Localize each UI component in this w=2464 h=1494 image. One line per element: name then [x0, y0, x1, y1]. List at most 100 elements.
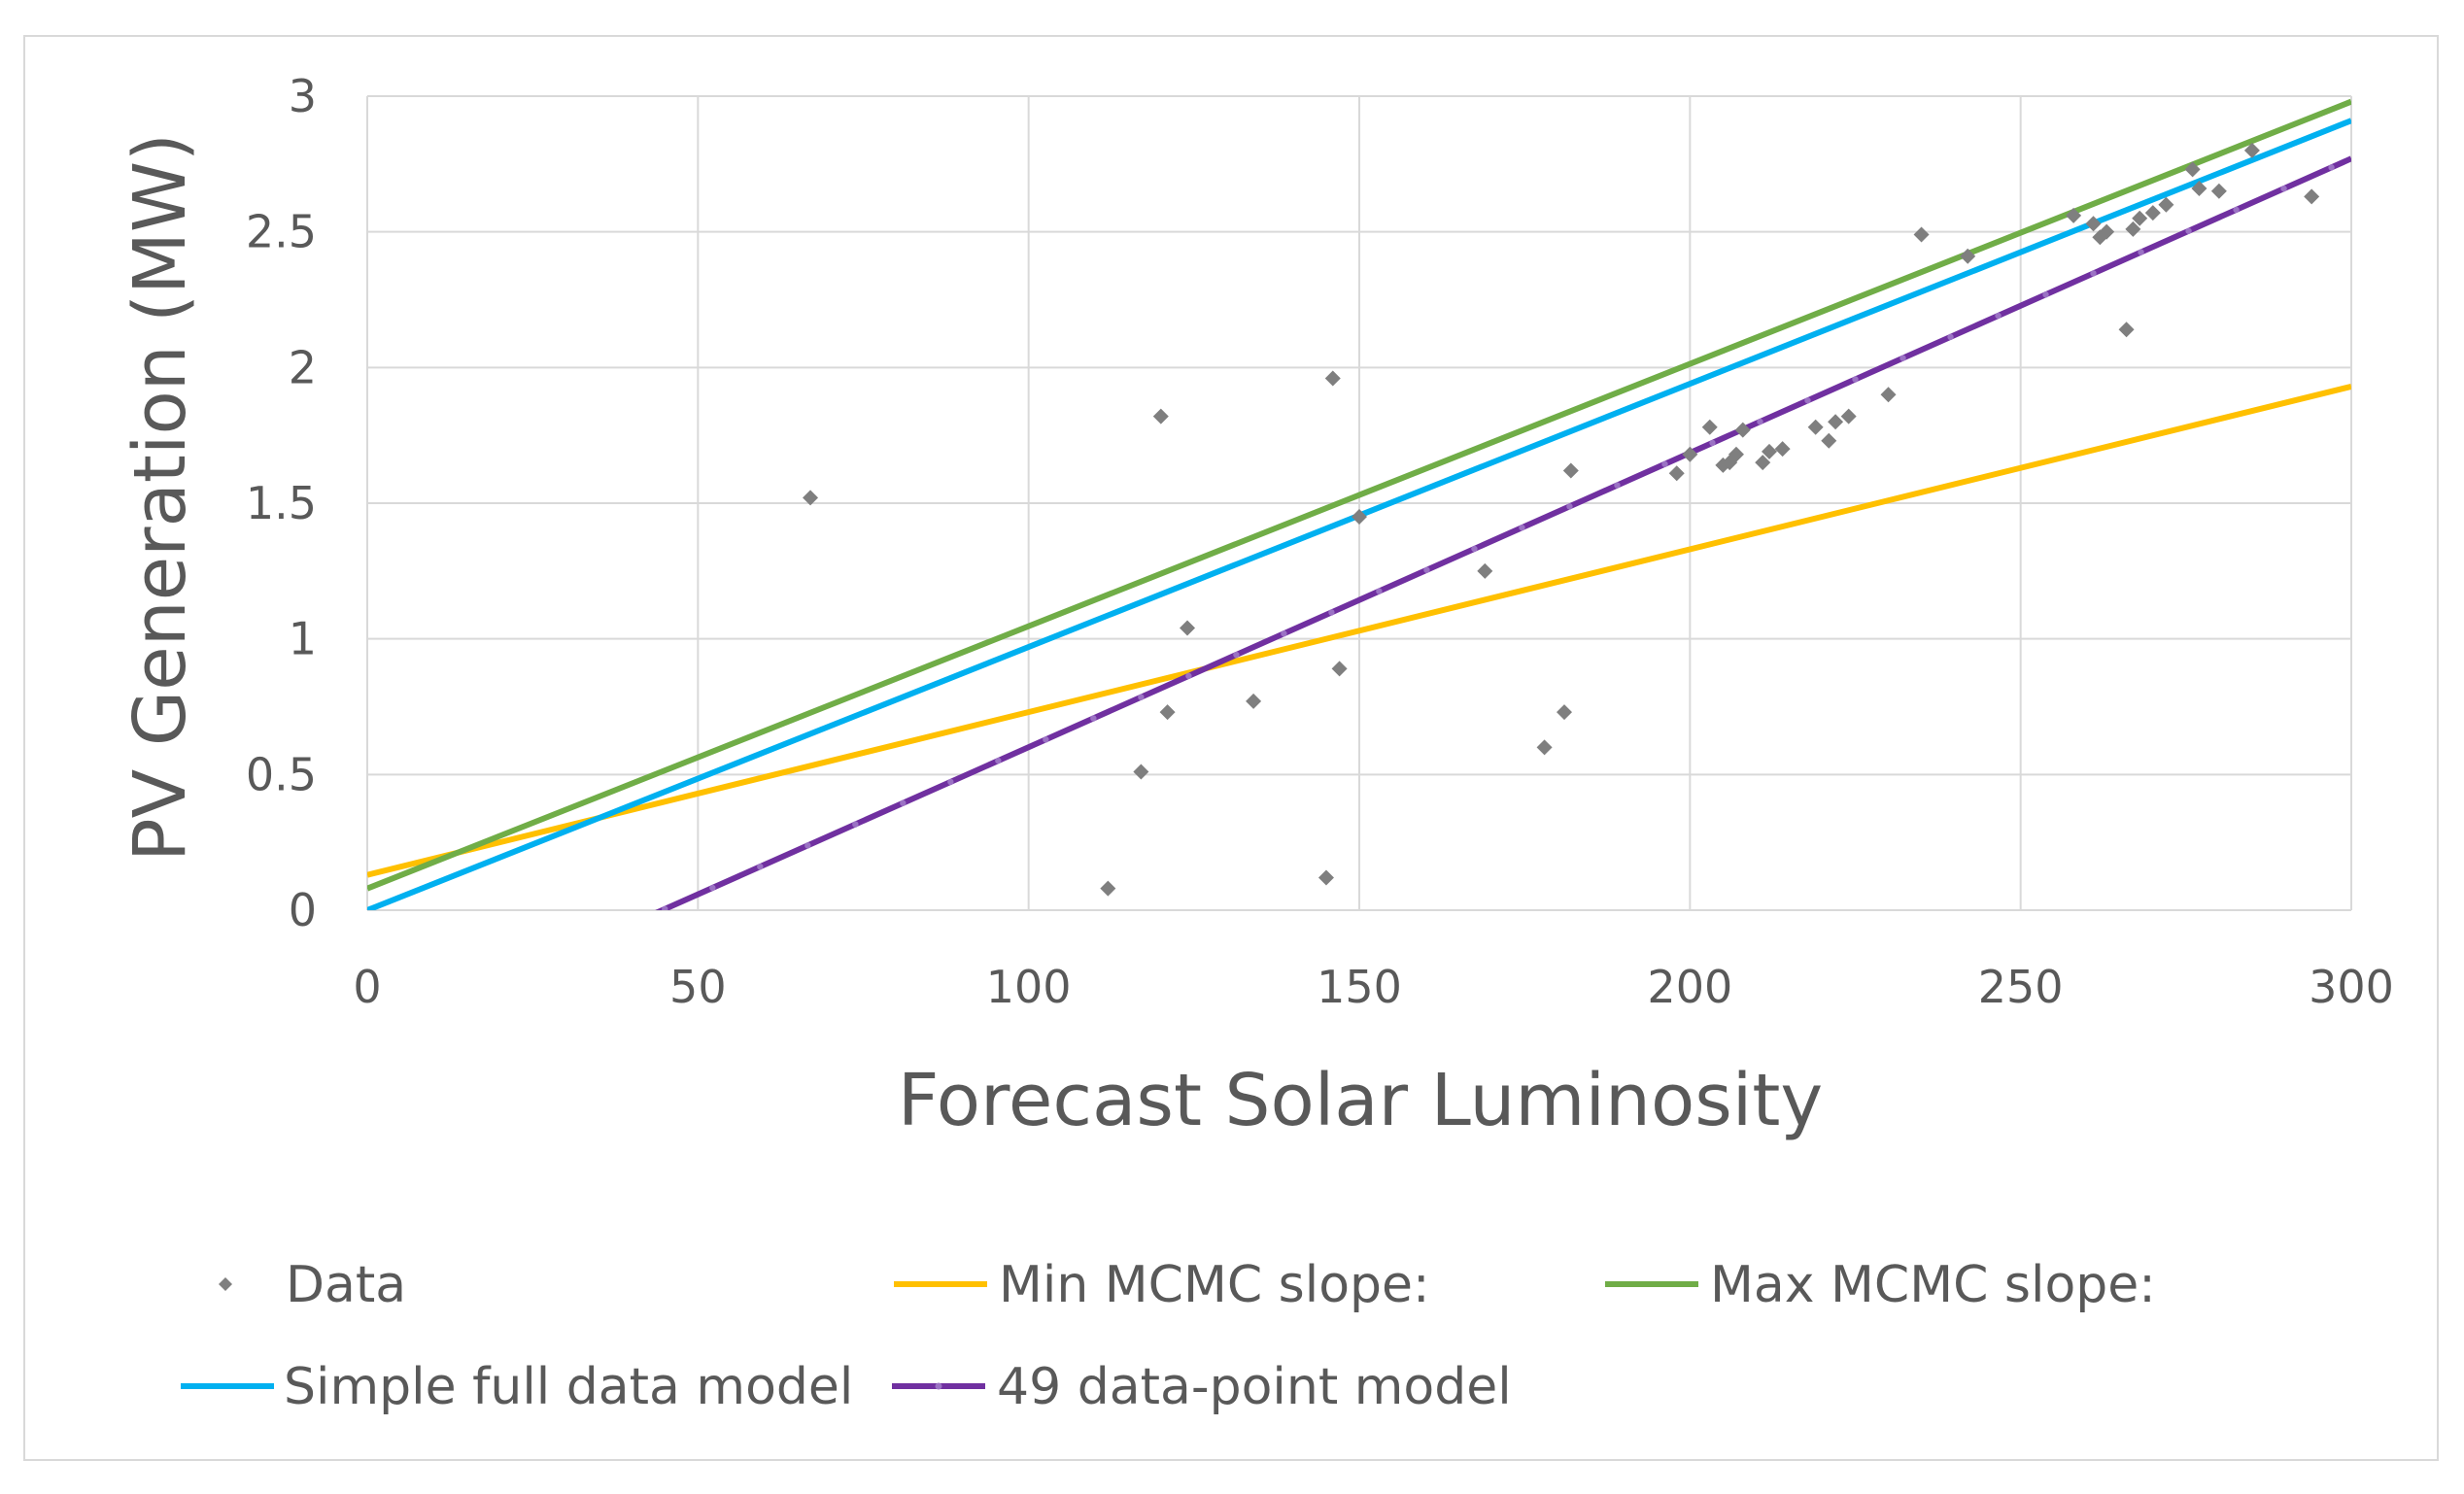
model-marker — [2090, 270, 2097, 277]
data-point — [2118, 322, 2135, 338]
y-tick-label: 2.5 — [246, 206, 317, 258]
model-marker — [1661, 460, 1668, 467]
x-tick-label: 100 — [986, 961, 1072, 1013]
y-tick-label: 1 — [289, 613, 317, 665]
data-point — [1562, 462, 1579, 479]
data-point — [1840, 408, 1857, 424]
x-tick-label: 250 — [1978, 961, 2064, 1013]
legend-label: 49 data-point model — [997, 1358, 1512, 1416]
data-point — [1159, 704, 1176, 721]
data-point — [1734, 422, 1751, 438]
model-marker — [2185, 227, 2192, 234]
data-point — [1477, 562, 1493, 579]
data-point — [1246, 693, 1262, 709]
y-tick-label: 0.5 — [246, 748, 317, 800]
model-marker — [1043, 736, 1049, 743]
model-marker — [1281, 630, 1287, 637]
model-marker — [2233, 206, 2240, 214]
model-marker — [1709, 439, 1716, 447]
model-marker — [1899, 355, 1906, 361]
data-point — [1762, 443, 1778, 459]
data-point — [1318, 869, 1334, 886]
x-axis-title: Forecast Solar Luminosity — [898, 1059, 1823, 1142]
data-point — [2099, 223, 2115, 240]
model-marker — [1852, 376, 1859, 383]
legend-marker-data — [219, 1277, 232, 1291]
model-marker — [1995, 312, 2002, 320]
legend-label: Simple full data model — [284, 1358, 853, 1416]
x-tick-label: 50 — [669, 961, 727, 1013]
model-marker — [2280, 185, 2287, 192]
y-tick-label: 3 — [289, 70, 317, 122]
model-marker — [757, 863, 764, 870]
series-line-49-data-point-model — [655, 155, 2351, 910]
y-tick-label: 1.5 — [246, 477, 317, 529]
data-point — [1828, 414, 1844, 430]
model-marker — [852, 821, 859, 828]
legend-label: Data — [286, 1256, 406, 1314]
model-marker — [1328, 609, 1335, 616]
data-point — [2243, 142, 2260, 158]
data-point — [2132, 210, 2148, 226]
data-point — [1821, 432, 1837, 449]
x-tick-label: 150 — [1317, 961, 1402, 1013]
model-marker — [995, 757, 1002, 764]
data-point — [1682, 446, 1698, 462]
y-tick-label: 0 — [289, 884, 317, 936]
data-point — [1557, 704, 1573, 721]
data-point — [1133, 764, 1149, 780]
model-marker — [1090, 715, 1097, 722]
data-point — [1324, 370, 1341, 387]
y-tick-label: 2 — [289, 341, 317, 393]
data-point — [2191, 180, 2207, 196]
tick-labels: 0 50 100 150 200 250 300 0 0.5 1 1.5 2 2.5 3 — [246, 70, 2394, 1013]
model-marker — [1614, 482, 1621, 489]
data-point — [1668, 465, 1685, 482]
data-point — [1180, 620, 1196, 636]
data-point — [2184, 161, 2201, 178]
data-point — [1152, 408, 1169, 424]
model-marker — [1947, 333, 1954, 341]
chart-frame — [23, 35, 2439, 1461]
x-tick-label: 0 — [353, 961, 381, 1013]
model-marker — [1757, 418, 1763, 425]
data-point — [1536, 739, 1553, 756]
data-point — [1701, 419, 1718, 435]
model-marker — [900, 799, 907, 806]
data-points — [803, 142, 2320, 897]
model-marker — [1233, 651, 1240, 659]
data-point — [1331, 661, 1348, 677]
data-point — [2125, 221, 2141, 237]
data-point — [1774, 441, 1791, 458]
data-point — [2158, 196, 2174, 213]
series-line-max-mcmc-slope — [367, 98, 2351, 892]
model-marker — [1423, 566, 1430, 573]
data-point — [1728, 446, 1744, 462]
data-point — [1755, 455, 1771, 471]
legend-label: Min MCMC slope: — [999, 1256, 1430, 1314]
model-marker — [1185, 672, 1192, 680]
x-tick-label: 300 — [2309, 961, 2394, 1013]
data-point — [1913, 226, 1930, 243]
data-point — [803, 490, 819, 506]
series-line-min-mcmc-slope — [367, 383, 2351, 878]
y-axis-title: PV Generation (MW) — [119, 133, 202, 862]
model-marker — [2138, 249, 2144, 255]
data-point — [1100, 880, 1116, 897]
model-marker — [1471, 545, 1478, 553]
data-point — [1807, 419, 1824, 435]
model-marker — [662, 905, 668, 910]
data-point — [2144, 205, 2161, 221]
model-marker — [1376, 588, 1383, 594]
model-marker — [2042, 291, 2049, 298]
data-point — [1960, 248, 1976, 264]
model-marker — [1566, 503, 1573, 510]
data-point — [2304, 188, 2320, 205]
data-point — [2066, 207, 2082, 223]
model-marker — [1519, 524, 1525, 531]
model-marker — [1138, 694, 1145, 700]
x-tick-label: 200 — [1647, 961, 1732, 1013]
model-marker — [2328, 164, 2335, 171]
model-marker — [947, 778, 954, 786]
